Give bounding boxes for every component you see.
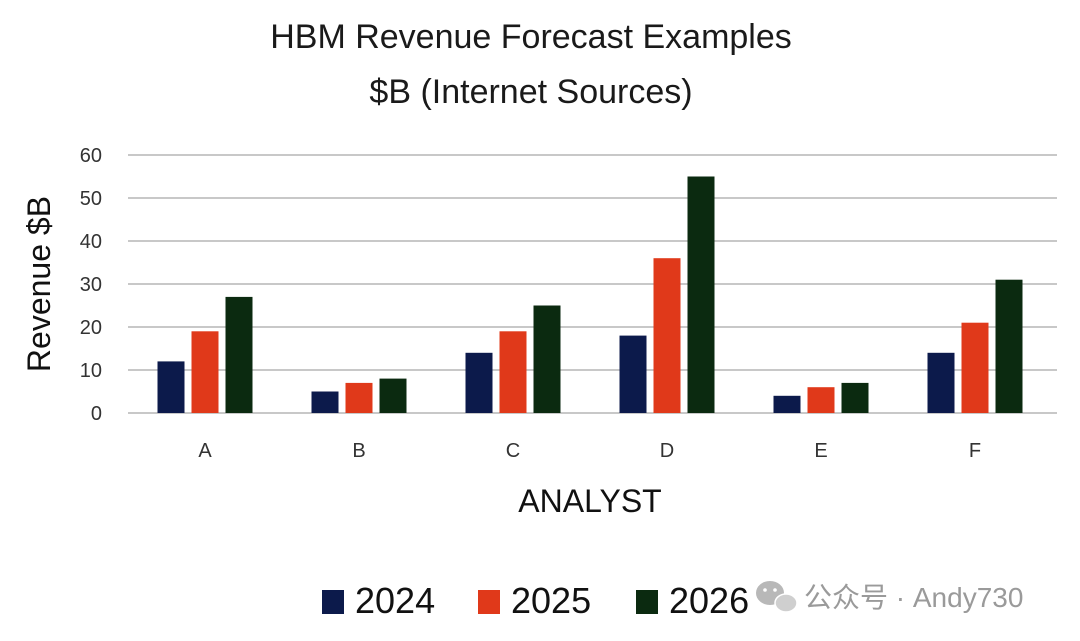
- y-axis-title: Revenue $B: [21, 196, 57, 372]
- y-tick-label: 40: [80, 231, 102, 253]
- bar-B-2025: [345, 382, 373, 413]
- y-tick-label: 0: [91, 403, 102, 425]
- bar-A-2025: [191, 331, 219, 413]
- wechat-icon: [756, 581, 798, 613]
- x-tick-label: D: [660, 440, 674, 462]
- x-tick-label: B: [352, 440, 365, 462]
- bar-F-2026: [995, 279, 1023, 413]
- legend-label: 2024: [355, 580, 435, 621]
- bar-F-2025: [961, 322, 989, 413]
- y-tick-label: 30: [80, 274, 102, 296]
- chart-title: HBM Revenue Forecast Examples: [270, 18, 792, 56]
- bar-E-2024: [773, 395, 801, 413]
- bar-E-2025: [807, 387, 835, 413]
- y-tick-label: 60: [80, 145, 102, 167]
- bar-C-2024: [465, 352, 493, 413]
- y-tick-label: 50: [80, 188, 102, 210]
- y-tick-label: 20: [80, 317, 102, 339]
- watermark-text: 公众号 · Andy730: [804, 582, 1023, 613]
- x-tick-label: C: [506, 440, 520, 462]
- gridlines: [128, 154, 1057, 414]
- bar-A-2026: [225, 296, 253, 413]
- bar-C-2025: [499, 331, 527, 413]
- legend-swatch-2025: [478, 590, 500, 614]
- x-axis-title: ANALYST: [518, 483, 661, 519]
- bar-E-2026: [841, 382, 869, 413]
- watermark: 公众号 · Andy730: [756, 581, 1023, 613]
- y-axis-ticks: 0 10 20 30 40 50 60: [80, 145, 102, 425]
- bar-A-2024: [157, 361, 185, 413]
- legend-swatch-2024: [322, 590, 344, 614]
- bar-B-2024: [311, 391, 339, 413]
- legend: 2024 2025 2026: [322, 580, 749, 621]
- y-tick-label: 10: [80, 360, 102, 382]
- x-tick-label: F: [969, 440, 981, 462]
- bar-D-2024: [619, 335, 647, 413]
- x-tick-label: A: [198, 440, 212, 462]
- legend-swatch-2026: [636, 590, 658, 614]
- bar-C-2026: [533, 305, 561, 413]
- bar-D-2025: [653, 258, 681, 413]
- legend-label: 2026: [669, 580, 749, 621]
- bar-B-2026: [379, 378, 407, 413]
- bar-F-2024: [927, 352, 955, 413]
- x-tick-label: E: [814, 440, 827, 462]
- bars: [157, 176, 1023, 413]
- legend-label: 2025: [511, 580, 591, 621]
- x-axis-ticks: A B C D E F: [198, 440, 981, 462]
- chart-subtitle: $B (Internet Sources): [369, 73, 692, 111]
- bar-D-2026: [687, 176, 715, 413]
